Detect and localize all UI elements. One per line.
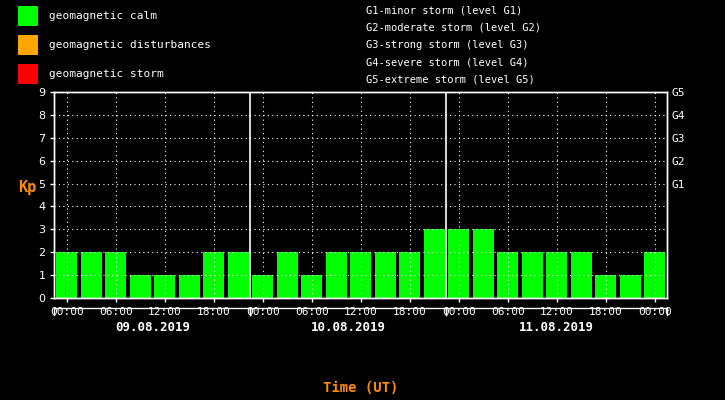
- Text: G3-strong storm (level G3): G3-strong storm (level G3): [366, 40, 529, 50]
- Bar: [571, 252, 592, 298]
- Bar: [80, 252, 102, 298]
- Bar: [375, 252, 396, 298]
- Text: G2-moderate storm (level G2): G2-moderate storm (level G2): [366, 23, 541, 33]
- Bar: [179, 275, 199, 298]
- Text: 10.08.2019: 10.08.2019: [311, 322, 386, 334]
- Bar: [473, 229, 494, 298]
- Bar: [18, 6, 38, 26]
- Text: G5-extreme storm (level G5): G5-extreme storm (level G5): [366, 74, 535, 84]
- Text: Time (UT): Time (UT): [323, 381, 398, 395]
- Text: geomagnetic disturbances: geomagnetic disturbances: [49, 40, 211, 50]
- Bar: [277, 252, 297, 298]
- Bar: [252, 275, 273, 298]
- Bar: [620, 275, 641, 298]
- Bar: [228, 252, 249, 298]
- Bar: [547, 252, 567, 298]
- Text: 09.08.2019: 09.08.2019: [115, 322, 190, 334]
- Bar: [350, 252, 371, 298]
- Text: geomagnetic calm: geomagnetic calm: [49, 11, 157, 21]
- Text: G4-severe storm (level G4): G4-severe storm (level G4): [366, 57, 529, 67]
- Bar: [326, 252, 347, 298]
- Text: G1-minor storm (level G1): G1-minor storm (level G1): [366, 6, 523, 16]
- Bar: [645, 252, 665, 298]
- Text: 11.08.2019: 11.08.2019: [519, 322, 594, 334]
- Bar: [399, 252, 420, 298]
- Bar: [595, 275, 616, 298]
- Bar: [302, 275, 322, 298]
- Bar: [130, 275, 151, 298]
- Bar: [424, 229, 444, 298]
- Bar: [105, 252, 126, 298]
- Bar: [154, 275, 175, 298]
- Bar: [448, 229, 469, 298]
- Bar: [522, 252, 542, 298]
- Bar: [497, 252, 518, 298]
- Y-axis label: Kp: Kp: [18, 180, 36, 195]
- Text: geomagnetic storm: geomagnetic storm: [49, 69, 164, 79]
- Bar: [57, 252, 77, 298]
- Bar: [18, 64, 38, 84]
- Bar: [18, 35, 38, 55]
- Bar: [203, 252, 224, 298]
